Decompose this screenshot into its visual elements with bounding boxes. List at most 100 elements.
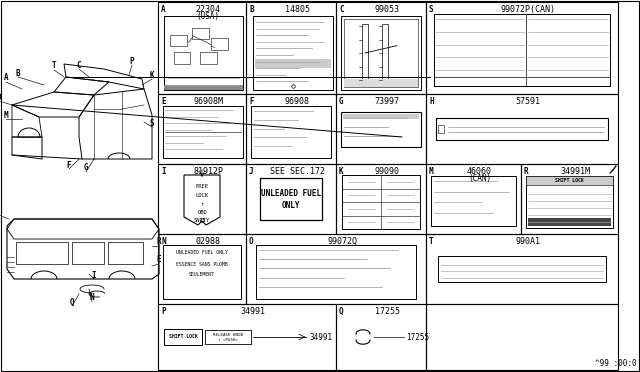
Bar <box>192 28 209 39</box>
Bar <box>426 234 618 304</box>
Text: 99072Q: 99072Q <box>327 237 357 246</box>
Bar <box>528 218 611 226</box>
Bar <box>205 330 251 344</box>
Bar <box>255 59 331 68</box>
Text: UNLEADED FUEL: UNLEADED FUEL <box>261 189 321 198</box>
Text: 34991M: 34991M <box>561 167 591 176</box>
Text: R: R <box>157 237 161 247</box>
Text: N: N <box>90 294 94 302</box>
Bar <box>164 16 243 90</box>
Bar <box>344 19 418 87</box>
Bar <box>426 94 618 164</box>
Bar <box>343 114 419 119</box>
Bar <box>438 125 444 134</box>
Bar <box>158 94 246 164</box>
Text: T: T <box>429 237 434 246</box>
Text: E: E <box>157 256 161 264</box>
Text: 81912P: 81912P <box>193 167 223 176</box>
Text: G: G <box>84 164 88 173</box>
Bar <box>170 35 187 46</box>
Text: H: H <box>429 97 434 106</box>
Text: SNITY: SNITY <box>194 218 210 224</box>
Bar <box>336 304 426 370</box>
Text: N: N <box>161 237 166 246</box>
Text: B: B <box>16 68 20 77</box>
Text: 34991: 34991 <box>310 333 333 341</box>
Text: 17255: 17255 <box>374 307 399 316</box>
Bar <box>253 16 333 90</box>
Bar <box>431 176 516 226</box>
Bar <box>246 94 336 164</box>
Text: 99090: 99090 <box>374 167 399 176</box>
Text: ↑ <PUSH>: ↑ <PUSH> <box>218 338 238 342</box>
Text: A: A <box>4 74 8 83</box>
Bar <box>526 176 613 228</box>
Text: S: S <box>429 5 434 14</box>
Bar <box>164 85 243 90</box>
Text: M: M <box>4 110 8 119</box>
Bar <box>362 24 368 82</box>
Text: I: I <box>161 167 166 176</box>
Text: ESSENCE SANS PLOMB: ESSENCE SANS PLOMB <box>176 262 228 266</box>
Text: M: M <box>429 167 434 176</box>
Text: FREE: FREE <box>195 185 209 189</box>
Bar <box>342 175 420 229</box>
Text: K: K <box>339 167 344 176</box>
Bar <box>173 52 190 64</box>
Text: P: P <box>130 57 134 65</box>
Text: RELEASE KNOB: RELEASE KNOB <box>213 333 243 337</box>
Text: 22304: 22304 <box>195 5 221 14</box>
Bar <box>16 242 68 264</box>
Bar <box>426 2 618 94</box>
Text: F: F <box>249 97 253 106</box>
Text: LOCK: LOCK <box>195 193 209 198</box>
Text: G: G <box>339 97 344 106</box>
Bar <box>158 164 246 234</box>
Text: A: A <box>161 5 166 14</box>
Text: 46060: 46060 <box>467 167 492 176</box>
Bar <box>426 164 521 234</box>
Bar <box>434 14 610 86</box>
Bar <box>163 245 241 299</box>
Text: 73997: 73997 <box>374 97 399 106</box>
Bar <box>260 178 322 220</box>
Bar <box>246 164 336 234</box>
Text: 96908: 96908 <box>285 97 310 106</box>
Bar <box>246 2 336 94</box>
Bar <box>336 164 426 234</box>
Bar <box>438 256 606 282</box>
Text: D: D <box>0 93 1 102</box>
Bar <box>382 24 388 82</box>
Text: (USA): (USA) <box>196 12 220 21</box>
Text: O: O <box>249 237 253 246</box>
Bar <box>336 94 426 164</box>
Bar <box>211 38 228 49</box>
Text: R: R <box>524 167 529 176</box>
Bar <box>163 106 243 158</box>
Text: P: P <box>161 307 166 316</box>
Text: 990A1: 990A1 <box>515 237 541 246</box>
Text: I: I <box>92 270 96 279</box>
Text: ↑: ↑ <box>200 202 204 206</box>
Bar <box>521 164 618 234</box>
Text: 02988: 02988 <box>195 237 221 246</box>
Text: F: F <box>67 160 71 170</box>
Bar <box>200 52 216 64</box>
Text: Q: Q <box>70 298 74 307</box>
Bar <box>164 329 202 345</box>
Bar <box>434 77 610 86</box>
Bar <box>246 234 426 304</box>
Text: Q: Q <box>339 307 344 316</box>
Bar <box>251 106 331 158</box>
Bar <box>341 112 421 147</box>
Text: 99053: 99053 <box>374 5 399 14</box>
Bar <box>336 2 426 94</box>
Text: ONLY: ONLY <box>282 201 300 210</box>
Bar <box>426 304 618 370</box>
Bar <box>256 245 416 299</box>
Bar <box>72 242 104 264</box>
Text: 34991: 34991 <box>241 307 266 316</box>
Text: K: K <box>150 71 154 80</box>
Text: 17255: 17255 <box>406 333 429 341</box>
Text: UNLEADED FUEL ONLY: UNLEADED FUEL ONLY <box>176 250 228 256</box>
